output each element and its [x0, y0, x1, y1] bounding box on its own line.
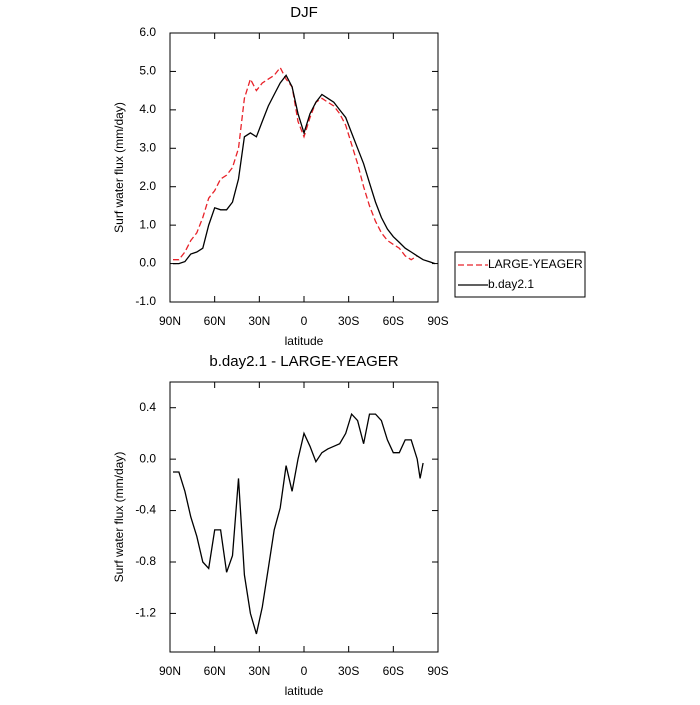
- y-axis-label: Surf water flux (mm/day): [112, 452, 126, 583]
- chart-title: b.day2.1 - LARGE-YEAGER: [209, 353, 398, 370]
- x-tick-label: 90S: [427, 664, 448, 678]
- y-tick-label: 3.0: [139, 140, 156, 154]
- x-tick-label: 60S: [383, 314, 404, 328]
- x-axis-label: latitude: [285, 684, 324, 698]
- y-tick-label: 6.0: [139, 25, 156, 39]
- x-axis-label: latitude: [285, 334, 324, 348]
- y-axis-label: Surf water flux (mm/day): [112, 102, 126, 233]
- data-line: [173, 412, 424, 635]
- x-tick-label: 90S: [427, 314, 448, 328]
- y-tick-label: 0.0: [139, 256, 156, 270]
- y-tick-label: -0.8: [135, 554, 156, 568]
- x-tick-label: 60N: [204, 664, 226, 678]
- x-tick-label: 30N: [248, 314, 270, 328]
- data-line: [173, 74, 436, 265]
- x-tick-label: 60N: [204, 314, 226, 328]
- y-tick-label: 2.0: [139, 179, 156, 193]
- y-tick-label: 4.0: [139, 102, 156, 116]
- y-tick-label: 5.0: [139, 64, 156, 78]
- x-tick-label: 30S: [338, 314, 359, 328]
- x-tick-label: 0: [301, 314, 308, 328]
- chart-title: DJF: [290, 4, 318, 21]
- plot-frame: [169, 32, 439, 303]
- plot-frame: [169, 381, 439, 653]
- x-tick-label: 30S: [338, 664, 359, 678]
- x-tick-label: 0: [301, 664, 308, 678]
- x-tick-label: 90N: [159, 314, 181, 328]
- x-tick-label: 60S: [383, 664, 404, 678]
- legend-label: LARGE-YEAGER: [488, 257, 583, 271]
- legend-label: b.day2.1: [488, 277, 534, 291]
- x-tick-label: 30N: [248, 664, 270, 678]
- y-tick-label: -0.4: [135, 503, 156, 517]
- y-tick-label: -1.2: [135, 606, 156, 620]
- x-tick-label: 90N: [159, 664, 181, 678]
- y-tick-label: 1.0: [139, 217, 156, 231]
- y-tick-label: 0.0: [139, 451, 156, 465]
- y-tick-label: -1.0: [135, 294, 156, 308]
- legend-box: [454, 251, 586, 298]
- data-line: [173, 66, 418, 261]
- y-tick-label: 0.4: [139, 400, 156, 414]
